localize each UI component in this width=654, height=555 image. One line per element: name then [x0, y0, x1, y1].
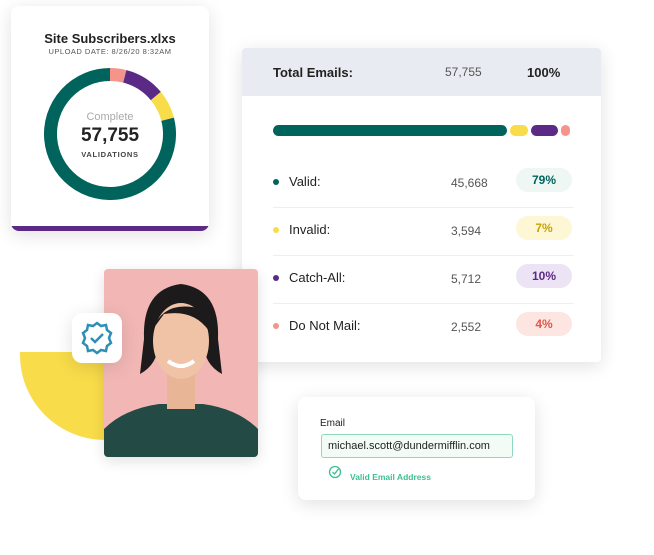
distribution-segment: [561, 125, 570, 136]
total-count: 57,755: [445, 65, 482, 79]
row-count: 5,712: [451, 272, 482, 286]
upload-date: UPLOAD DATE: 8/26/20 8:32AM: [48, 47, 172, 56]
donut-slice: [150, 91, 174, 122]
email-input[interactable]: [321, 434, 513, 458]
legend-dot: [273, 227, 279, 233]
file-card: Site Subscribers.xlxs UPLOAD DATE: 8/26/…: [11, 6, 209, 231]
row-label: Invalid:: [289, 222, 331, 237]
check-circle-icon: [328, 465, 342, 479]
legend-dot: [273, 275, 279, 281]
row-label: Valid:: [289, 174, 321, 189]
row-label: Do Not Mail:: [289, 318, 361, 333]
legend-dot: [273, 323, 279, 329]
verified-badge: [72, 313, 122, 363]
summary-row: Catch-All: 5,712 10%: [273, 255, 573, 304]
legend-dot: [273, 179, 279, 185]
distribution-segment: [273, 125, 507, 136]
summary-card: Total Emails: 57,755 100% Valid: 45,668 …: [242, 48, 601, 362]
row-label: Catch-All:: [289, 270, 346, 285]
row-percent-badge: 4%: [516, 312, 572, 336]
summary-row: Invalid: 3,594 7%: [273, 207, 573, 256]
row-percent-badge: 7%: [516, 216, 572, 240]
summary-row: Valid: 45,668 79%: [273, 159, 573, 208]
row-count: 3,594: [451, 224, 482, 238]
email-form-card: Email Valid Email Address: [298, 397, 535, 500]
card-accent-bar: [11, 226, 209, 231]
donut-value: 57,755: [80, 125, 140, 146]
profile-photo: [104, 269, 258, 457]
row-percent-badge: 79%: [516, 168, 572, 192]
total-percent: 100%: [527, 65, 561, 80]
donut-slice: [109, 68, 127, 83]
verified-badge-icon: [81, 321, 113, 355]
distribution-segment: [510, 125, 528, 136]
distribution-bar: [273, 125, 573, 136]
donut-slice: [44, 68, 176, 200]
donut-chart: [44, 68, 176, 200]
email-label: Email: [320, 418, 346, 429]
summary-header: Total Emails: 57,755 100%: [242, 48, 601, 96]
total-label: Total Emails:: [273, 65, 353, 80]
donut-sub: VALIDATIONS: [81, 150, 139, 159]
distribution-segment: [531, 125, 558, 136]
file-title: Site Subscribers.xlxs: [44, 31, 176, 46]
row-count: 2,552: [451, 320, 482, 334]
row-count: 45,668: [451, 176, 488, 190]
donut-slice: [122, 70, 161, 101]
summary-row: Do Not Mail: 2,552 4%: [273, 303, 573, 351]
donut-label: Complete: [86, 111, 134, 123]
email-status: Valid Email Address: [350, 472, 431, 482]
row-percent-badge: 10%: [516, 264, 572, 288]
